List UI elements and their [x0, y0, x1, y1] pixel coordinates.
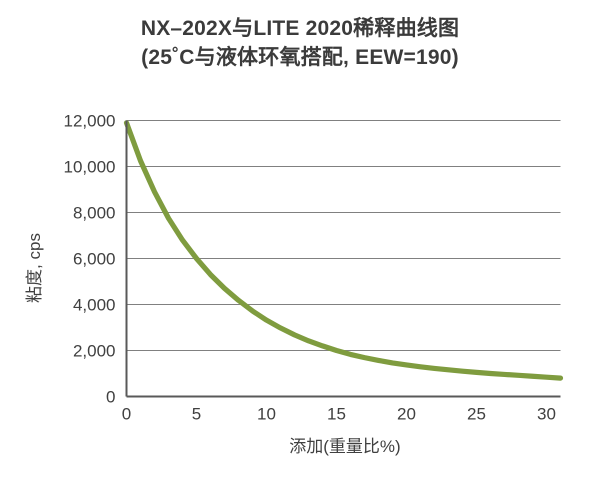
x-tick-label: 5 — [192, 405, 201, 424]
series-line — [123, 120, 564, 381]
y-axis-title: 粘度, cps — [25, 233, 44, 303]
series-layer — [123, 120, 564, 381]
x-axis-tick-labels: 0 5 10 15 20 25 30 — [122, 405, 556, 424]
y-tick-label: 12,000 — [64, 112, 116, 131]
y-tick-label: 6,000 — [73, 250, 116, 269]
y-tick-label: 2,000 — [73, 342, 116, 361]
chart-title-block: NX–202X与LITE 2020稀释曲线图 (25˚C与液体环氧搭配, EEW… — [0, 14, 600, 72]
x-tick-label: 0 — [122, 405, 131, 424]
x-tick-label: 20 — [397, 405, 416, 424]
y-tick-label: 0 — [106, 388, 115, 407]
chart-title: NX–202X与LITE 2020稀释曲线图 — [140, 17, 460, 40]
x-tick-label: 10 — [257, 405, 276, 424]
x-tick-label: 30 — [537, 405, 556, 424]
chart-subtitle: (25˚C与液体环氧搭配, EEW=190) — [141, 46, 459, 69]
x-tick-label: 25 — [467, 405, 486, 424]
x-axis-title: 添加(重量比%) — [289, 437, 400, 456]
x-tick-label: 15 — [327, 405, 346, 424]
y-tick-label: 4,000 — [73, 296, 116, 315]
y-tick-label: 8,000 — [73, 204, 116, 223]
y-tick-label: 10,000 — [64, 158, 116, 177]
axis-lines — [125, 120, 561, 398]
y-axis-tick-labels: 0 2,000 4,000 6,000 8,000 10,000 12,000 — [64, 112, 116, 407]
